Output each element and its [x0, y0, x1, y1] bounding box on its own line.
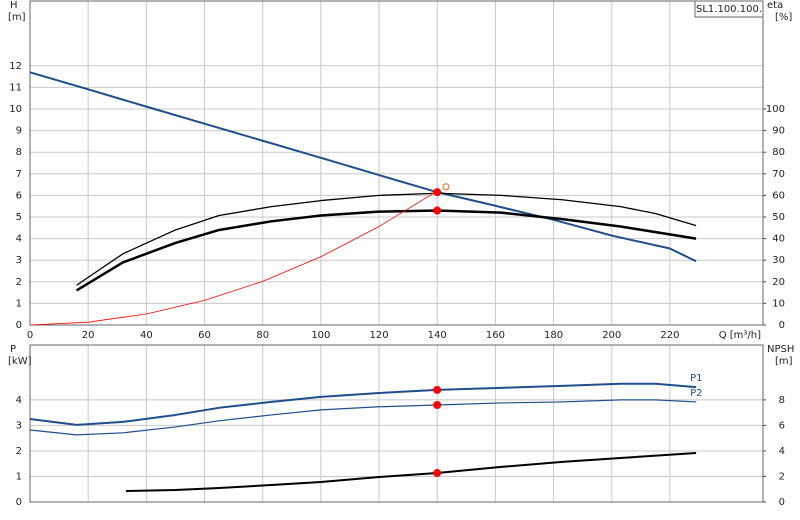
y-axis-label: P — [10, 344, 16, 355]
y2-tick-label: 50 — [772, 212, 785, 223]
y-tick-label: 0 — [16, 320, 22, 331]
y2-tick-label: 80 — [772, 147, 785, 158]
plot-frame — [29, 0, 764, 326]
y2-axis-unit: [%] — [775, 12, 792, 23]
tag-box — [694, 0, 764, 18]
duty-point — [442, 183, 450, 191]
tag-label: SL1.100.100. — [696, 4, 762, 15]
x-tick-label: 60 — [198, 330, 211, 341]
series-line — [29, 71, 697, 263]
x-tick-label: 120 — [370, 330, 389, 341]
y2-axis-unit: [m] — [775, 356, 793, 367]
x-tick-label: 180 — [544, 330, 563, 341]
series-line — [125, 451, 697, 493]
duty-point — [433, 469, 442, 478]
x-tick-label: 140 — [428, 330, 447, 341]
duty-point — [433, 400, 442, 409]
y2-axis-label: eta — [767, 0, 783, 11]
y-tick-label: 5 — [16, 212, 22, 223]
y2-tick-label: 2 — [779, 471, 785, 482]
y-tick-label: 3 — [16, 420, 22, 431]
y-tick-label: 0 — [16, 497, 22, 508]
series-line — [29, 399, 697, 436]
y2-tick-label: 60 — [772, 190, 785, 201]
y2-tick-label: 0 — [779, 320, 785, 331]
y2-tick-label: 90 — [772, 126, 785, 137]
series-line — [29, 382, 697, 426]
y-tick-label: 1 — [16, 471, 22, 482]
y2-tick-label: 0 — [779, 497, 785, 508]
y2-tick-label: 8 — [779, 395, 785, 406]
duty-point — [433, 206, 442, 215]
y2-tick-label: 20 — [772, 277, 785, 288]
y-axis-unit: [kW] — [8, 356, 32, 367]
y-tick-label: 1 — [16, 298, 22, 309]
x-tick-label: 100 — [311, 330, 330, 341]
y-tick-label: 11 — [9, 82, 22, 93]
series-line — [29, 190, 438, 326]
y-tick-label: 10 — [9, 104, 22, 115]
duty-point — [433, 385, 442, 394]
x-tick-label: 160 — [486, 330, 505, 341]
plot-frame — [29, 344, 764, 503]
y-tick-label: 4 — [16, 395, 22, 406]
y2-tick-label: 6 — [779, 420, 785, 431]
x-axis-label: Q [m³/h] — [719, 330, 761, 341]
y2-tick-label: 100 — [766, 104, 785, 115]
y2-tick-label: 4 — [779, 446, 785, 457]
x-tick-label: 40 — [140, 330, 153, 341]
y-tick-label: 3 — [16, 255, 22, 266]
series-label: P1 — [690, 373, 702, 384]
y-axis-label: H — [10, 0, 18, 11]
x-tick-label: 200 — [602, 330, 621, 341]
y-axis-unit: [m] — [8, 12, 26, 23]
x-tick-label: 220 — [660, 330, 679, 341]
y-tick-label: 2 — [16, 277, 22, 288]
y-tick-label: 8 — [16, 147, 22, 158]
y2-tick-label: 30 — [772, 255, 785, 266]
y-tick-label: 9 — [16, 126, 22, 137]
y-tick-label: 6 — [16, 190, 22, 201]
y-tick-label: 7 — [16, 169, 22, 180]
series-line — [75, 209, 697, 292]
x-tick-label: 80 — [256, 330, 269, 341]
y-tick-label: 12 — [9, 61, 22, 72]
y2-tick-label: 10 — [772, 298, 785, 309]
y2-axis-label: NPSH — [767, 344, 794, 355]
y2-tick-label: 40 — [772, 234, 785, 245]
series-line — [76, 192, 697, 286]
series-label: P2 — [690, 388, 702, 399]
y-tick-label: 4 — [16, 234, 22, 245]
y2-tick-label: 70 — [772, 169, 785, 180]
duty-point — [433, 188, 442, 197]
x-tick-label: 0 — [27, 330, 33, 341]
y-tick-label: 2 — [16, 446, 22, 457]
x-tick-label: 20 — [82, 330, 95, 341]
